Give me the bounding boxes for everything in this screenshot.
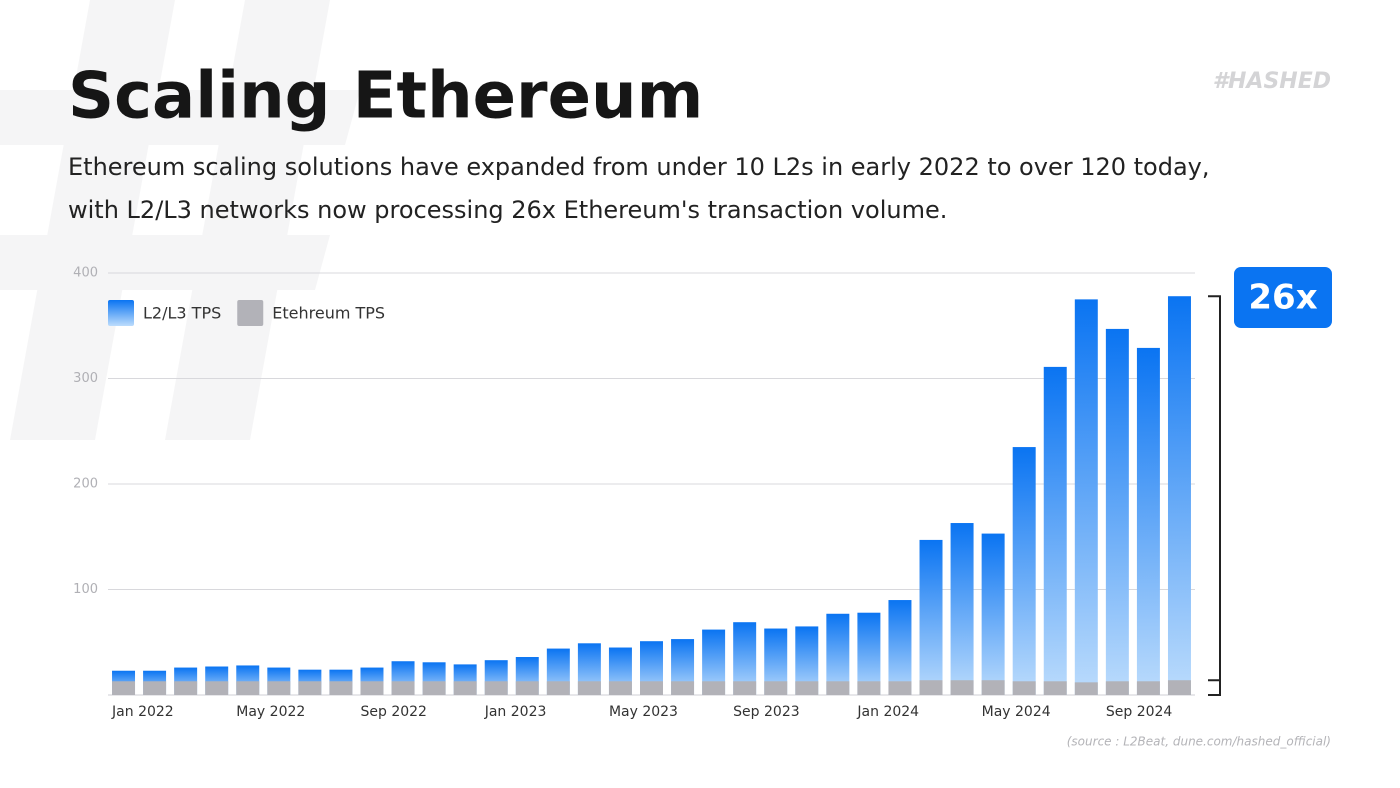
bracket xyxy=(1208,295,1221,696)
y-tick-label: 200 xyxy=(73,477,98,492)
bar xyxy=(981,533,1005,695)
bar xyxy=(453,681,477,695)
bar xyxy=(795,681,819,695)
watermark xyxy=(0,0,360,440)
bar xyxy=(671,639,695,695)
bar xyxy=(360,681,384,695)
bar xyxy=(826,613,850,695)
bar xyxy=(888,681,912,695)
bar xyxy=(764,628,788,695)
annotation: 26x xyxy=(1248,278,1317,318)
x-tick-label: Jan 2022 xyxy=(111,704,174,720)
bar xyxy=(764,681,788,695)
bar xyxy=(1012,447,1036,695)
bar xyxy=(857,612,881,695)
y-tick-label: 300 xyxy=(73,371,98,386)
bar xyxy=(1167,680,1191,695)
x-tick-label: May 2022 xyxy=(236,704,305,720)
bar xyxy=(981,680,1005,695)
subtitle: Ethereum scaling solutions have expanded… xyxy=(68,153,1210,181)
bar xyxy=(950,680,974,695)
legend-label: L2/L3 TPS xyxy=(143,304,221,323)
bar xyxy=(236,681,260,695)
chart-title: Scaling Ethereum xyxy=(68,60,703,134)
annotation-badge xyxy=(1234,267,1332,328)
bar xyxy=(702,681,726,695)
bar xyxy=(205,681,229,695)
bar xyxy=(1136,347,1160,695)
bar xyxy=(857,681,881,695)
bar xyxy=(515,681,539,695)
bar xyxy=(112,681,136,695)
bar xyxy=(174,681,198,695)
bar xyxy=(671,681,695,695)
bar xyxy=(795,626,819,695)
bar xyxy=(702,629,726,695)
bar xyxy=(298,681,322,695)
x-tick-label: Sep 2022 xyxy=(360,704,426,720)
bar xyxy=(1043,681,1067,695)
bar xyxy=(577,681,601,695)
bar xyxy=(826,681,850,695)
x-tick-label: Sep 2024 xyxy=(1106,704,1173,720)
bar xyxy=(143,681,167,695)
bar xyxy=(1012,681,1036,695)
bar xyxy=(391,681,415,695)
bar xyxy=(919,680,943,695)
x-tick-label: Jan 2024 xyxy=(856,704,919,720)
bar xyxy=(1043,366,1067,695)
bar xyxy=(733,681,757,695)
subtitle: with L2/L3 networks now processing 26x E… xyxy=(68,196,947,224)
bar xyxy=(1105,328,1129,695)
source-note: (source : L2Beat, dune.com/hashed_offici… xyxy=(1067,735,1331,749)
bar xyxy=(640,681,663,695)
bar xyxy=(888,600,912,695)
bar xyxy=(950,523,974,695)
legend-swatch xyxy=(237,300,264,326)
bar xyxy=(267,681,291,695)
x-tick-label: May 2023 xyxy=(609,704,678,720)
x-tick-label: Jan 2023 xyxy=(484,704,547,720)
brand-logo: #HASHED xyxy=(1213,69,1331,94)
bar xyxy=(546,681,570,695)
bar xyxy=(1074,682,1098,695)
bar xyxy=(1136,681,1160,695)
bar xyxy=(1105,681,1129,695)
x-tick-label: Sep 2023 xyxy=(733,704,799,720)
bar xyxy=(1167,296,1191,695)
bar xyxy=(484,681,508,695)
legend-label: Etehreum TPS xyxy=(272,304,385,323)
bar xyxy=(422,681,446,695)
bar xyxy=(1074,299,1098,695)
bar xyxy=(733,622,757,695)
legend-swatch xyxy=(108,300,134,326)
y-tick-label: 400 xyxy=(73,266,98,281)
bar xyxy=(329,681,353,695)
bar xyxy=(608,681,632,695)
x-tick-label: May 2024 xyxy=(982,704,1051,720)
y-tick-label: 100 xyxy=(73,582,98,597)
bar xyxy=(919,539,943,695)
